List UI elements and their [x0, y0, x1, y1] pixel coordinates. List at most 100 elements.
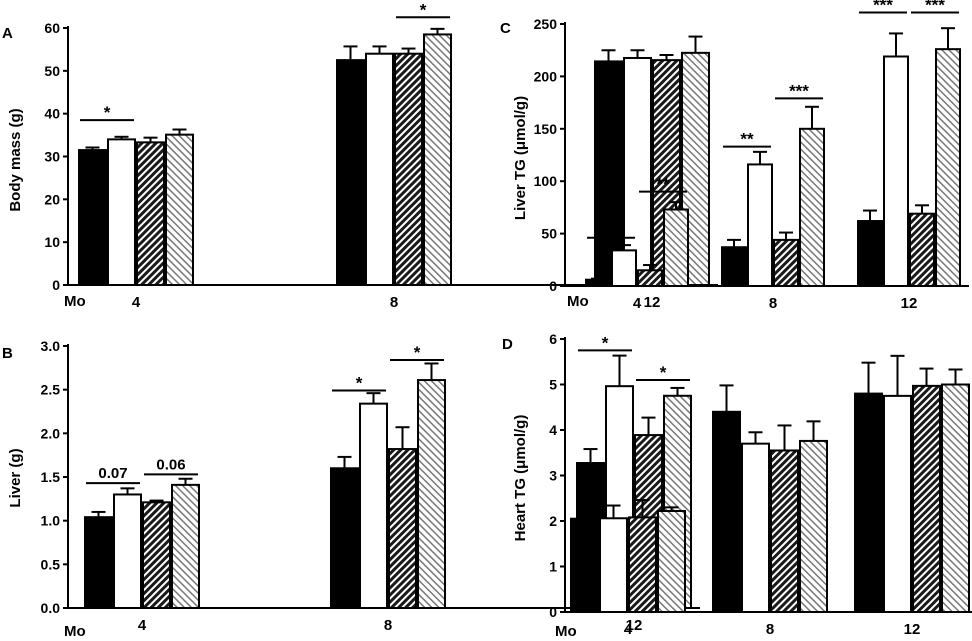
panel-c: C Liver TG (μmol/g) Mo 0 50 100 150 200 250 4 8… — [500, 0, 969, 312]
bar-b — [388, 448, 417, 610]
bar-c — [747, 163, 773, 288]
bar-c — [799, 127, 825, 287]
significance-label-c: *** — [925, 0, 945, 14]
significance-label-c: ** — [656, 175, 670, 194]
bar-d — [657, 509, 686, 613]
bar-c — [935, 48, 961, 288]
y-tick-label-d: 3 — [549, 468, 557, 484]
bar-d — [741, 442, 770, 613]
y-tick-label-c: 150 — [534, 121, 558, 137]
significance-label-a: * — [104, 103, 111, 122]
panel-label-b: B — [2, 345, 13, 362]
y-tick-label-b: 1.0 — [41, 513, 61, 529]
bar-c — [611, 249, 637, 287]
significance-label-b: * — [660, 363, 667, 382]
bar-a — [394, 52, 423, 287]
y-tick-label-b: 0.0 — [41, 600, 61, 616]
bar-d — [854, 392, 883, 613]
bar-a — [336, 59, 365, 286]
y-tick-label-d: 1 — [549, 559, 557, 575]
y-tick-label-a: 60 — [44, 20, 60, 36]
x-category-label-b: 8 — [384, 617, 392, 634]
y-tick-label-b: 2.5 — [41, 382, 61, 398]
bar-a — [423, 33, 452, 286]
y-tick-label-d: 6 — [549, 331, 557, 347]
x-category-label-c: 12 — [901, 295, 918, 312]
bar-c — [883, 55, 909, 287]
significance-label-b: * — [414, 343, 421, 362]
significance-label-c: ** — [740, 130, 754, 149]
x-category-label-d: 4 — [624, 621, 633, 638]
bar-d — [628, 516, 657, 613]
x-category-label-b: 12 — [626, 617, 643, 634]
bar-c — [721, 246, 747, 287]
y-tick-label-b: 1.5 — [41, 469, 61, 485]
x-category-label-a: 4 — [132, 294, 141, 311]
significance-label-c: *** — [789, 81, 809, 100]
x-category-label-b: 4 — [138, 617, 147, 634]
significance-label-b: * — [602, 333, 609, 352]
y-tick-label-c: 50 — [541, 226, 557, 242]
bar-c — [773, 238, 799, 287]
bar-a — [107, 138, 136, 286]
bar-d — [770, 449, 799, 613]
significance-label-b: 0.07 — [98, 465, 127, 482]
y-tick-label-a: 20 — [44, 191, 60, 207]
y-tick-label-b: 2.0 — [41, 425, 61, 441]
bar-a — [165, 133, 194, 286]
y-tick-label-b: 0.5 — [41, 556, 61, 572]
bar-d — [712, 410, 741, 613]
bar-b — [171, 483, 200, 609]
x-prefix-b: Mo — [64, 623, 86, 640]
y-tick-label-d: 5 — [549, 377, 557, 393]
bar-c — [909, 212, 935, 287]
y-tick-label-a: 40 — [44, 106, 60, 122]
bar-a — [78, 149, 107, 286]
y-axis-label-d: Heart TG (μmol/g) — [512, 415, 529, 542]
bar-b — [417, 379, 446, 609]
y-tick-label-d: 4 — [549, 422, 557, 438]
significance-label-b: 0.06 — [156, 456, 185, 473]
bar-c — [585, 278, 611, 288]
x-category-label-d: 12 — [904, 621, 921, 638]
x-category-label-d: 8 — [766, 621, 774, 638]
y-tick-label-a: 30 — [44, 149, 60, 165]
bar-a — [365, 52, 394, 287]
bar-b — [142, 501, 171, 609]
y-tick-label-c: 200 — [534, 68, 558, 84]
y-tick-label-d: 2 — [549, 513, 557, 529]
bar-a — [136, 141, 165, 286]
y-tick-label-d: 0 — [549, 604, 557, 620]
x-category-label-a: 12 — [644, 294, 661, 311]
significance-label-a: * — [420, 0, 427, 19]
y-tick-label-c: 100 — [534, 173, 558, 189]
y-axis-label-b: Liver (g) — [7, 448, 24, 507]
y-tick-label-c: 0 — [549, 278, 557, 294]
bar-d — [570, 517, 599, 613]
significance-label-b: * — [356, 374, 363, 393]
bar-d — [799, 439, 828, 614]
panel-label-a: A — [2, 25, 13, 42]
y-tick-label-a: 10 — [44, 234, 60, 250]
bar-b — [84, 516, 113, 610]
y-axis-label-c: Liver TG (μmol/g) — [512, 96, 529, 220]
x-prefix-a: Mo — [64, 293, 86, 310]
y-tick-label-b: 3.0 — [41, 338, 61, 354]
x-category-label-c: 4 — [633, 295, 642, 312]
bar-b — [359, 402, 388, 610]
bar-d — [912, 384, 941, 613]
bar-c — [663, 208, 689, 287]
x-category-label-a: 8 — [390, 294, 398, 311]
panel-label-c: C — [500, 20, 511, 37]
bar-c — [637, 269, 663, 287]
bar-d — [883, 394, 912, 613]
bar-c — [857, 220, 883, 287]
panel-label-d: D — [502, 336, 513, 353]
x-prefix-c: Mo — [567, 293, 589, 310]
y-tick-label-a: 50 — [44, 63, 60, 79]
significance-label-c: ** — [604, 221, 618, 240]
